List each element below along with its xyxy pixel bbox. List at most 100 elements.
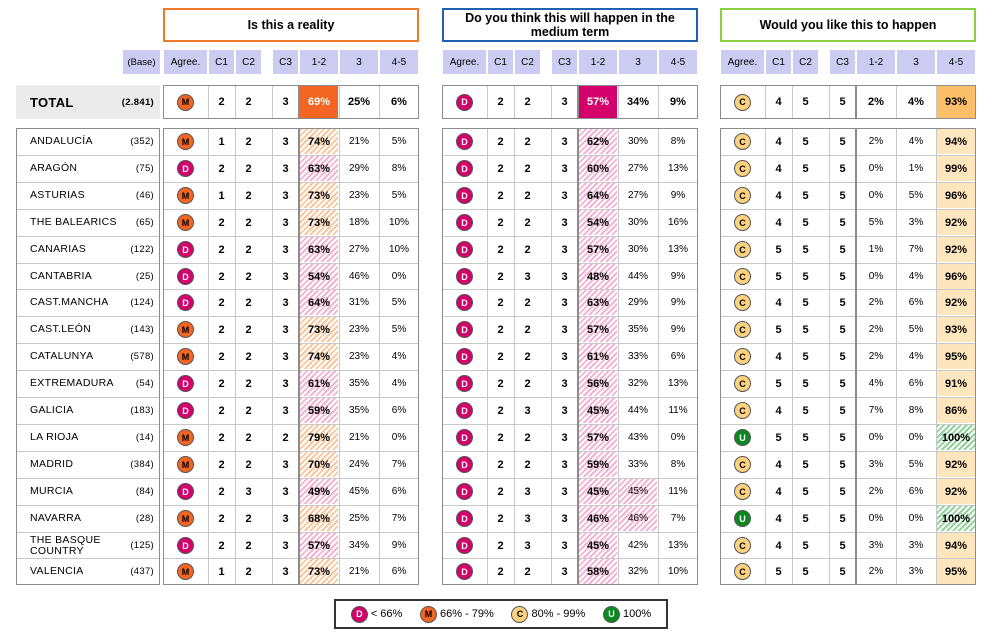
region-row-3-reality-agree-badge: M [177,214,194,231]
region-row-4-like-agree-badge: C [734,241,751,258]
region-row-9-name: EXTREMADURA [30,377,114,389]
region-row-4-medium-c3: 3 [561,243,568,256]
region-row-15-medium-agree-badge: D [456,537,473,554]
region-row-5-base: (25) [135,271,154,282]
region-row-15-like-c3: 5 [839,539,846,552]
region-row-3-medium-p1: 54% [579,210,617,235]
region-row-16-like-p1: 2% [868,566,884,577]
region-row-2-name: ASTURIAS [30,189,85,201]
region-row-10-reality-c1: 2 [218,404,225,417]
col-divider [208,129,209,585]
region-row-14-like-c3: 5 [839,512,846,525]
region-row-15-like-agree-badge: C [734,537,751,554]
row-divider [164,154,298,156]
row-divider [857,370,975,372]
region-row-15-medium-c1: 2 [497,539,504,552]
region-row-7-like-c2: 5 [802,323,809,336]
region-row-10-label: GALICIA (183) [16,397,160,424]
region-row-5-reality-c3: 3 [282,270,289,283]
region-row-7-like-agree-badge: C [734,321,751,338]
region-row-13-reality-c2: 3 [245,485,252,498]
row-divider [857,531,975,533]
region-row-15-reality-agree: D [163,532,208,559]
region-row-1-like-c2: 5 [802,162,809,175]
label-row-divider [17,397,159,398]
region-row-14-reality-agree: M [163,505,208,532]
region-row-8-like-p1: 2% [868,351,884,362]
region-row-11-reality-agree-badge: M [177,429,194,446]
region-row-6-medium-agree: D [442,289,487,316]
region-row-3-reality-c3: 3 [282,216,289,229]
legend-swatch-D: D [350,605,368,623]
region-row-11-like-agree: U [720,424,765,451]
region-row-15-like-p2: 3% [908,540,924,551]
region-row-5-like-agree-badge: C [734,268,751,285]
row-divider [164,423,298,425]
column-header-medium-3: C3 [552,50,577,74]
region-row-12-reality-p3: 7% [391,459,407,470]
row-divider [443,316,577,318]
region-row-12-like-c1: 4 [775,458,782,471]
region-row-2-medium-p2: 27% [627,190,648,201]
row-divider [721,423,855,425]
region-row-2-medium-c1: 2 [497,189,504,202]
region-row-15-reality-p3: 9% [391,540,407,551]
region-row-12-reality-agree: M [163,451,208,478]
region-row-3-like-c2: 5 [802,216,809,229]
region-row-0-like-agree-badge: C [734,133,751,150]
region-row-8-like-c3: 5 [839,350,846,363]
region-row-8-medium-p2: 33% [627,351,648,362]
region-row-4-reality-p2: 27% [348,244,369,255]
region-row-1-medium-p3: 13% [667,163,688,174]
region-row-11-like-p1: 0% [868,432,884,443]
region-row-11-medium-p3: 0% [670,432,686,443]
region-row-5-medium-agree: D [442,263,487,290]
row-divider [579,262,697,264]
region-row-2-like-agree: C [720,182,765,209]
region-row-0-medium-c2: 2 [524,135,531,148]
region-row-12-medium-agree-badge: D [456,456,473,473]
region-row-4-medium-c2: 2 [524,243,531,256]
region-row-2-like-c1: 4 [775,189,782,202]
label-row-divider [17,451,159,452]
row-divider [443,154,577,156]
region-row-16-like-c3: 5 [839,565,846,578]
region-row-0-medium-agree-badge: D [456,133,473,150]
label-row-divider [17,370,159,371]
region-row-9-reality-p3: 4% [391,378,407,389]
region-row-9-reality-p2: 35% [348,378,369,389]
region-row-3-reality-agree: M [163,209,208,236]
row-divider [300,450,418,452]
col-divider [658,129,659,585]
total-row-medium-p1: 57% [579,86,617,118]
region-row-6-medium-c3: 3 [561,296,568,309]
region-row-5-name: CANTABRIA [30,270,93,282]
region-row-14-like-c1: 4 [775,512,782,525]
region-row-2-reality-c3: 3 [282,189,289,202]
region-row-6-like-c3: 5 [839,296,846,309]
row-divider [579,531,697,533]
region-row-16-base: (437) [130,566,154,577]
region-row-6-like-p3: 92% [937,290,975,315]
row-divider [579,370,697,372]
row-divider [164,531,298,533]
region-row-6-medium-c1: 2 [497,296,504,309]
region-row-10-medium-p1: 45% [579,398,617,423]
region-row-3-medium-agree-badge: D [456,214,473,231]
row-divider [721,343,855,345]
region-row-3-base: (65) [135,217,154,228]
col-divider [829,129,830,585]
row-divider [721,477,855,479]
region-row-1-reality-p1: 63% [300,156,338,181]
region-row-13-medium-c3: 3 [561,485,568,498]
column-header-reality-0: Agree. [164,50,207,74]
region-row-14-reality-p3: 7% [391,513,407,524]
col-divider [618,129,619,585]
region-row-4-medium-p1: 57% [579,237,617,262]
region-row-5-reality-p2: 46% [348,271,369,282]
region-row-6-name: CAST.MANCHA [30,296,109,308]
region-row-10-medium-c2: 3 [524,404,531,417]
region-row-2-like-c3: 5 [839,189,846,202]
row-divider [857,450,975,452]
row-divider [579,558,697,560]
